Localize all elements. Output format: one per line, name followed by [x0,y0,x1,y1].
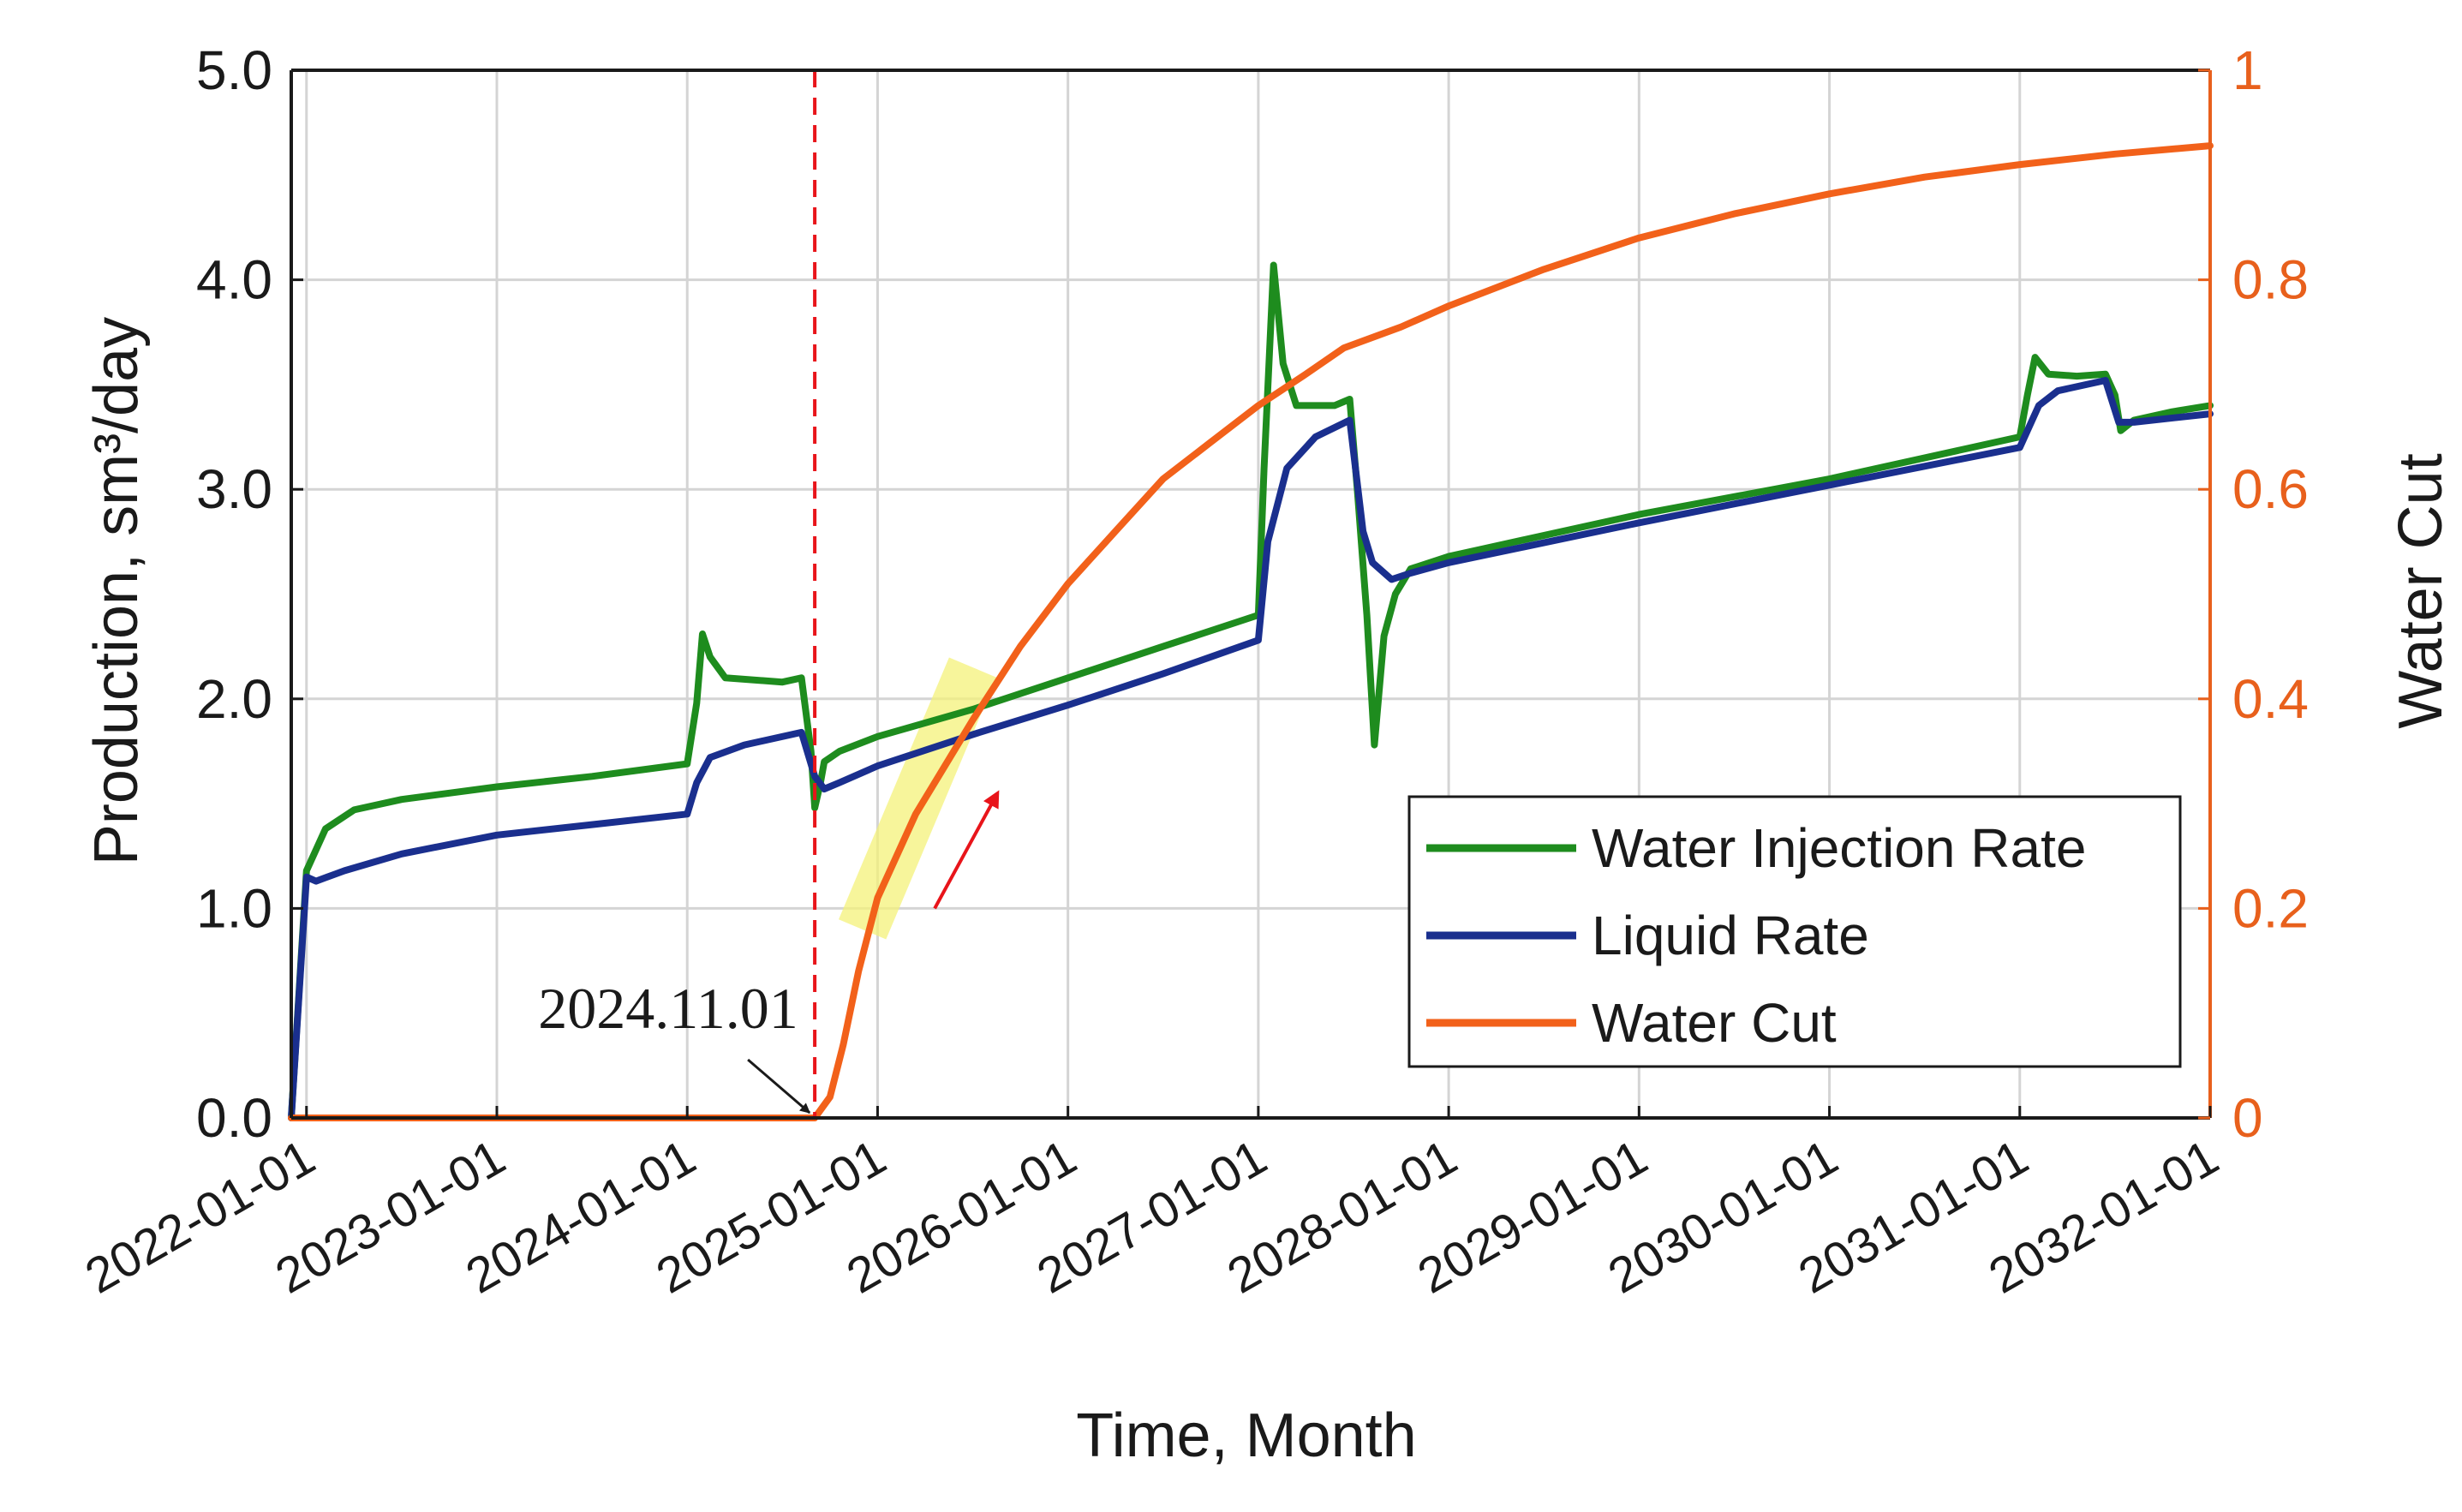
legend-label-liquid-rate: Liquid Rate [1592,905,1869,966]
y-right-tick-label: 0 [2232,1087,2263,1149]
annotation-arrow [747,1058,811,1115]
y-left-tick-label: 3.0 [196,458,272,520]
annotation-date-label: 2024.11.01 [538,976,798,1041]
plot-frame [290,69,2212,1120]
trend-arrow [933,790,1000,910]
y-left-tick-label: 5.0 [196,39,272,101]
y-left-tick-label: 0.0 [196,1087,272,1149]
y-right-tick-label: 0.2 [2232,877,2309,939]
legend-label-water-injection-rate: Water Injection Rate [1592,817,2086,879]
y-left-tick-label: 1.0 [196,877,272,939]
y-right-tick-label: 0.6 [2232,458,2309,520]
legend: Water Injection Rate Liquid Rate Water C… [1407,795,2182,1068]
legend-label-water-cut: Water Cut [1592,992,1837,1054]
series-layer [288,70,2214,1121]
water-cut-line [288,142,2214,1121]
y-right-tick-label: 0.4 [2232,668,2309,730]
y-left-tick-label: 4.0 [196,249,272,311]
liquid-rate-line [288,377,2214,1121]
y-left-tick-label: 2.0 [196,668,272,730]
y-axis-left-title: Production, sm³/day [82,317,151,865]
water-injection-rate-line [288,261,2214,1121]
y-right-tick-label: 0.8 [2232,249,2309,311]
y-right-tick-label: 1 [2232,39,2263,101]
x-axis-title: Time, Month [1076,1401,1416,1470]
annotation: 2024.11.01 [538,976,811,1115]
y-axis-right-title: Water Cut [2387,453,2455,728]
